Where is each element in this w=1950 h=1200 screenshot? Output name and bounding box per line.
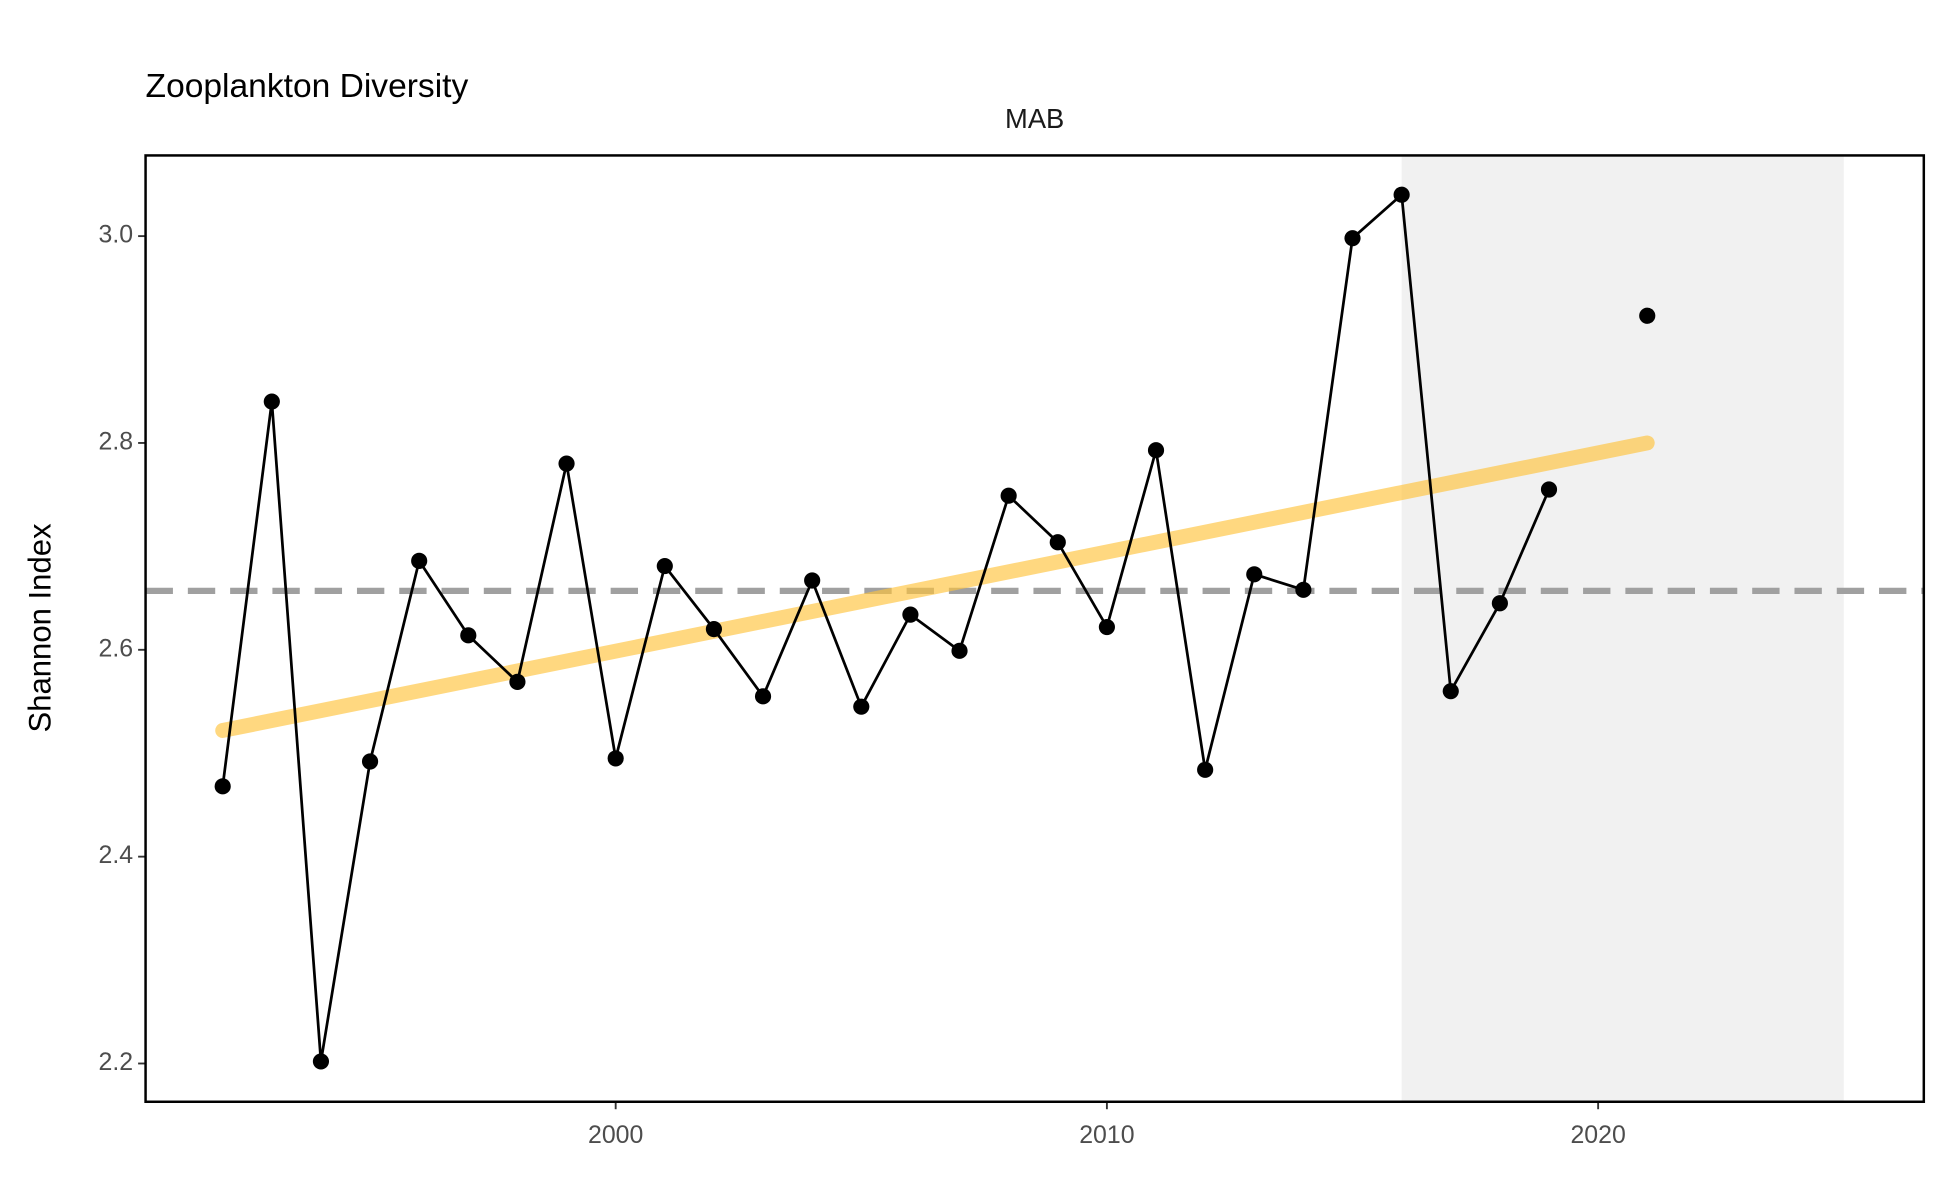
data-point	[705, 621, 723, 638]
data-point	[804, 572, 821, 589]
data-point	[754, 688, 772, 705]
data-point	[1344, 230, 1361, 247]
y-tick-label: 2.8	[99, 428, 134, 456]
data-point	[1147, 442, 1165, 459]
data-point	[1540, 481, 1558, 498]
data-point	[951, 642, 968, 659]
data-point	[607, 750, 624, 767]
y-tick-label: 2.4	[99, 841, 134, 869]
x-tick-label: 2000	[588, 1121, 643, 1149]
plot-border	[144, 154, 1926, 1104]
data-point	[263, 393, 280, 410]
data-point	[558, 455, 575, 472]
data-point	[214, 778, 231, 795]
x-tick-label: 2010	[1079, 1121, 1134, 1149]
data-point	[1295, 581, 1312, 598]
chart-title: Zooplankton Diversity	[146, 68, 469, 105]
data-point	[1393, 186, 1410, 203]
data-point	[1197, 761, 1214, 778]
trend-line	[215, 435, 1655, 738]
x-tick-label: 2020	[1570, 1121, 1625, 1149]
data-point	[1442, 683, 1459, 700]
y-tick-label: 3.0	[99, 221, 134, 249]
shaded-region	[1401, 155, 1844, 1102]
data-point	[411, 552, 428, 569]
data-point	[1000, 487, 1017, 504]
data-point	[1246, 566, 1263, 583]
data-point	[1639, 307, 1656, 324]
y-tick-label: 2.2	[99, 1048, 134, 1076]
data-point	[1049, 534, 1066, 551]
y-axis-label: Shannon Index	[23, 523, 58, 733]
data-point	[312, 1053, 330, 1070]
data-point	[656, 557, 673, 575]
data-point	[853, 698, 870, 715]
data-point	[1098, 618, 1115, 636]
data-point	[1491, 595, 1508, 612]
facet-label: MAB	[1005, 103, 1064, 134]
data-point	[509, 673, 526, 690]
y-tick-label: 2.6	[99, 634, 134, 662]
data-point	[902, 606, 919, 623]
data-point	[460, 627, 477, 644]
data-point	[361, 753, 379, 770]
